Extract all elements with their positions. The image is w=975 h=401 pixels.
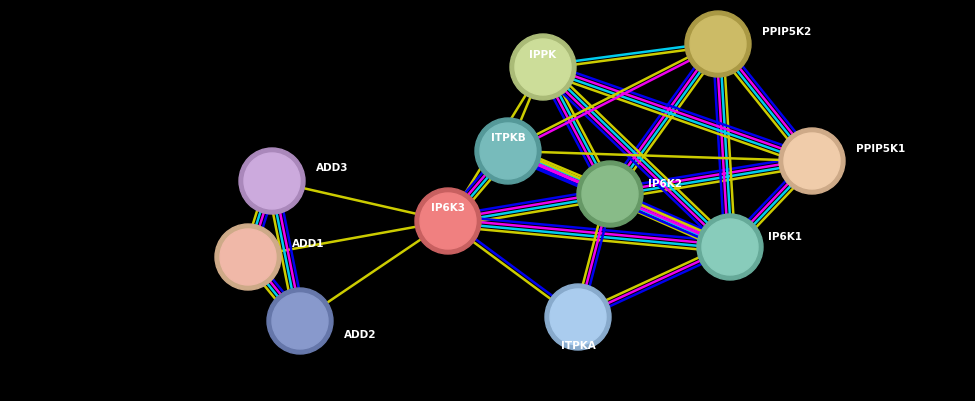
Circle shape [690, 17, 746, 73]
Text: IP6K2: IP6K2 [648, 178, 682, 188]
Circle shape [244, 154, 300, 209]
Text: PPIP5K1: PPIP5K1 [856, 144, 905, 154]
Circle shape [475, 119, 541, 184]
Text: ADD2: ADD2 [344, 329, 376, 339]
Circle shape [697, 215, 763, 280]
Circle shape [272, 293, 328, 349]
Circle shape [685, 12, 751, 78]
Circle shape [702, 219, 758, 275]
Circle shape [510, 35, 576, 101]
Circle shape [582, 166, 638, 223]
Circle shape [577, 162, 643, 227]
Circle shape [480, 124, 536, 180]
Text: ADD3: ADD3 [316, 162, 348, 172]
Circle shape [220, 229, 276, 285]
Circle shape [515, 40, 571, 96]
Circle shape [550, 289, 606, 345]
Text: ITPKB: ITPKB [490, 133, 526, 143]
Circle shape [784, 134, 840, 190]
Circle shape [415, 188, 481, 254]
Text: IP6K1: IP6K1 [768, 231, 802, 241]
Circle shape [215, 225, 281, 290]
Circle shape [239, 149, 305, 215]
Text: PPIP5K2: PPIP5K2 [762, 27, 811, 37]
Text: ADD1: ADD1 [292, 239, 325, 248]
Circle shape [779, 129, 845, 194]
Circle shape [420, 194, 476, 249]
Circle shape [267, 288, 333, 354]
Circle shape [545, 284, 611, 350]
Text: IPPK: IPPK [529, 50, 557, 60]
Text: ITPKA: ITPKA [561, 340, 596, 350]
Text: IP6K3: IP6K3 [431, 203, 465, 213]
